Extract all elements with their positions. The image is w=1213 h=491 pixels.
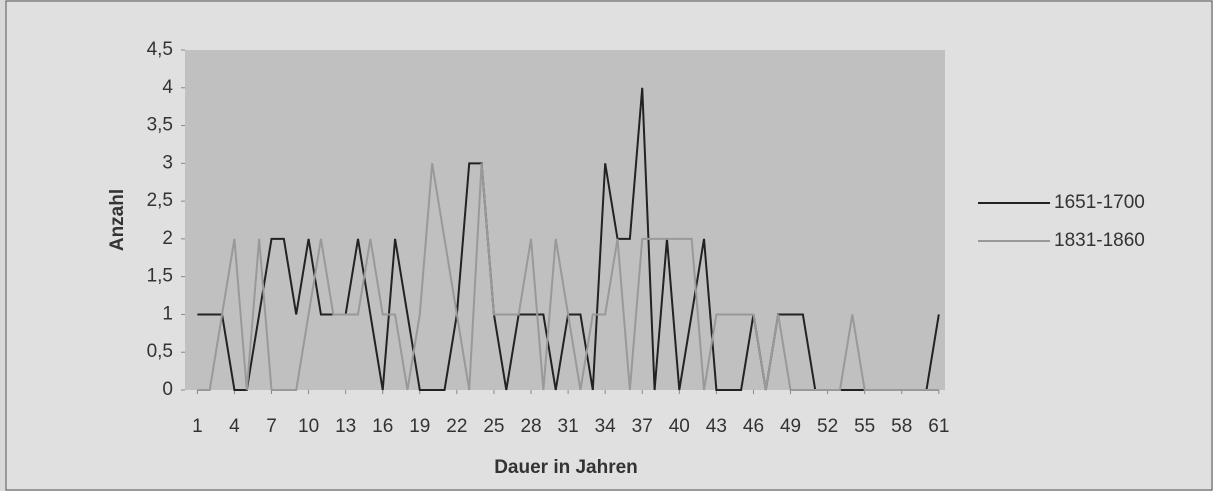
y-tick-label: 2 xyxy=(162,228,173,249)
y-tick-label: 2,5 xyxy=(147,190,173,211)
data-line xyxy=(197,163,939,391)
x-tick-label: 55 xyxy=(854,416,875,437)
x-tick-label: 31 xyxy=(558,416,579,437)
y-tick-label: 1 xyxy=(162,303,173,324)
x-tick-label: 58 xyxy=(891,416,912,437)
x-tick-label: 43 xyxy=(706,416,727,437)
x-tick-label: 40 xyxy=(669,416,690,437)
y-tick-label: 3 xyxy=(162,152,173,173)
legend-label: 1831-1860 xyxy=(1054,230,1145,251)
x-tick-label: 16 xyxy=(372,416,393,437)
x-tick-label: 52 xyxy=(817,416,838,437)
x-tick-label: 46 xyxy=(743,416,764,437)
x-tick-label: 10 xyxy=(298,416,319,437)
x-tick-label: 1 xyxy=(192,416,203,437)
x-tick-label: 22 xyxy=(446,416,467,437)
x-tick-label: 25 xyxy=(483,416,504,437)
y-tick-label: 0 xyxy=(162,379,173,400)
y-tick-label: 3,5 xyxy=(147,115,173,136)
y-tick-label: 0,5 xyxy=(147,341,173,362)
y-axis-title: Anzahl xyxy=(107,189,128,251)
x-tick-label: 49 xyxy=(780,416,801,437)
x-tick-label: 7 xyxy=(266,416,277,437)
y-tick-label: 4,5 xyxy=(147,39,173,60)
x-tick-label: 13 xyxy=(335,416,356,437)
x-tick-label: 19 xyxy=(409,416,430,437)
x-tick-label: 4 xyxy=(229,416,240,437)
x-tick-label: 28 xyxy=(520,416,541,437)
y-tick-label: 1,5 xyxy=(147,266,173,287)
x-axis-title: Dauer in Jahren xyxy=(494,457,638,478)
x-tick-label: 37 xyxy=(632,416,653,437)
x-tick-label: 61 xyxy=(928,416,949,437)
y-tick-label: 4 xyxy=(162,77,173,98)
legend-label: 1651-1700 xyxy=(1054,192,1145,213)
x-tick-label: 34 xyxy=(595,416,617,437)
